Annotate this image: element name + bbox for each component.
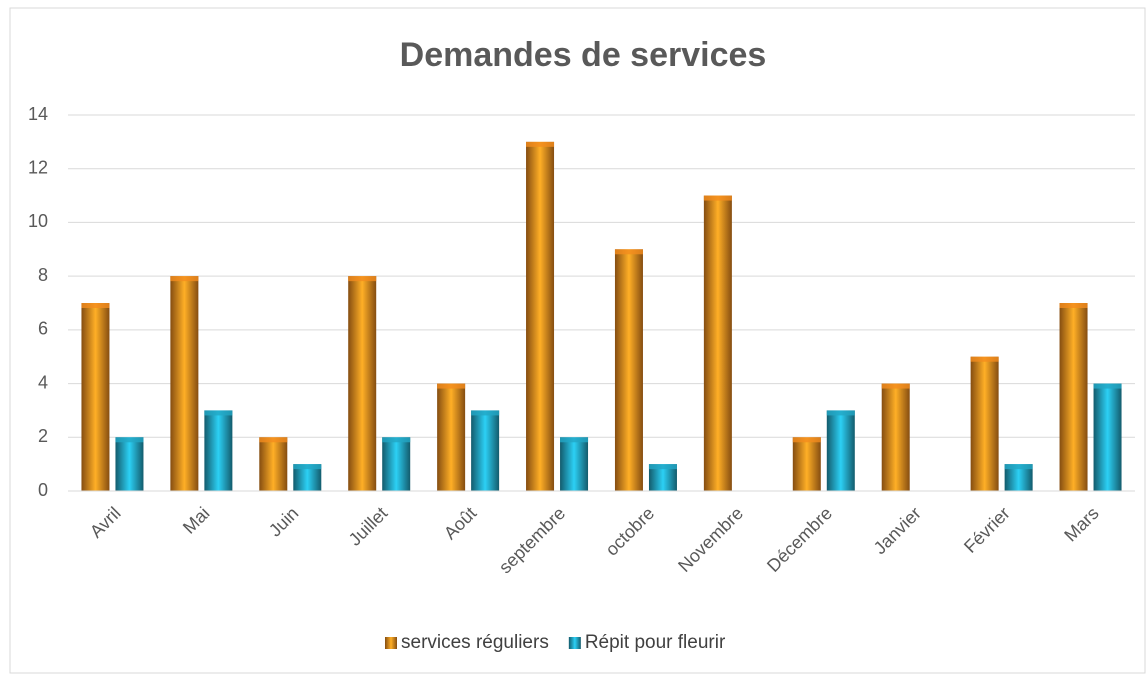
bar-top (348, 276, 377, 282)
bar (471, 410, 500, 491)
bar-top (560, 437, 589, 443)
bar (970, 356, 999, 491)
bar (115, 437, 144, 491)
bar-top (614, 249, 643, 255)
bar (81, 303, 110, 491)
bar-top (204, 410, 233, 416)
bar (1059, 303, 1088, 491)
bar-top (471, 410, 500, 416)
bar (792, 437, 821, 491)
bar-top (970, 356, 999, 362)
bar (881, 383, 910, 491)
bar-top (1093, 383, 1122, 389)
bar (614, 249, 643, 491)
bar (1093, 383, 1122, 491)
bar-top (115, 437, 144, 443)
y-tick-label: 6 (38, 319, 48, 339)
bar (437, 383, 466, 491)
bar-top (170, 276, 199, 282)
y-tick-label: 12 (28, 157, 48, 177)
bar (826, 410, 855, 491)
y-tick-label: 2 (38, 426, 48, 446)
y-tick-label: 4 (38, 372, 48, 392)
y-tick-label: 0 (38, 480, 48, 500)
bar (526, 141, 555, 491)
chart-title: Demandes de services (400, 36, 767, 74)
y-tick-label: 8 (38, 265, 48, 285)
bar-top (881, 383, 910, 389)
bar-top (437, 383, 466, 389)
legend-text: Répit pour fleurir (585, 632, 726, 653)
bar-top (792, 437, 821, 443)
bar-top (259, 437, 288, 443)
bar-top (1004, 464, 1033, 470)
y-tick-label: 10 (28, 211, 48, 231)
bar (382, 437, 411, 491)
bar (348, 276, 377, 491)
bar-top (648, 464, 677, 470)
chart-frame (9, 7, 1146, 674)
legend-swatch (568, 637, 581, 649)
bar-top (826, 410, 855, 416)
bar-top (81, 303, 110, 308)
bar (170, 276, 199, 491)
legend-swatch (385, 637, 397, 649)
bar (703, 195, 732, 492)
bar (204, 410, 233, 491)
bar (560, 437, 589, 491)
legend-text: services réguliers (401, 632, 549, 653)
bar (259, 437, 288, 491)
bar-top (1059, 303, 1088, 308)
y-tick-label: 14 (28, 104, 48, 124)
bar-top (293, 464, 322, 470)
bar-top (382, 437, 411, 443)
bar-top (526, 141, 555, 147)
bar-top (703, 195, 732, 201)
